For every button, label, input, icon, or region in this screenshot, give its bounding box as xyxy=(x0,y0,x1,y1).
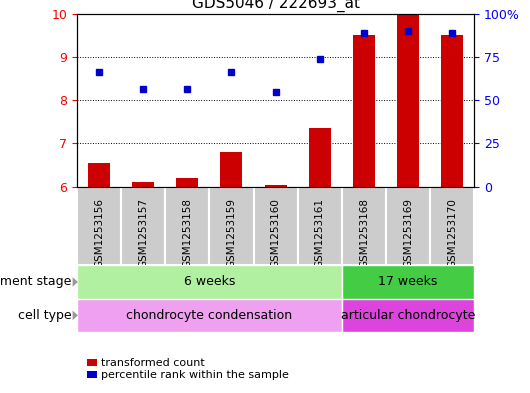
Text: GSM1253157: GSM1253157 xyxy=(138,198,148,268)
FancyBboxPatch shape xyxy=(77,265,342,299)
Text: GSM1253168: GSM1253168 xyxy=(359,198,369,268)
FancyBboxPatch shape xyxy=(77,187,121,265)
FancyBboxPatch shape xyxy=(209,187,253,265)
Text: GSM1253169: GSM1253169 xyxy=(403,198,413,268)
FancyBboxPatch shape xyxy=(298,187,342,265)
Text: GSM1253156: GSM1253156 xyxy=(94,198,104,268)
Bar xyxy=(308,128,331,187)
Bar xyxy=(176,178,198,187)
Bar xyxy=(220,152,243,187)
Text: GSM1253159: GSM1253159 xyxy=(226,198,236,268)
FancyBboxPatch shape xyxy=(121,187,165,265)
FancyBboxPatch shape xyxy=(165,187,209,265)
Text: GSM1253158: GSM1253158 xyxy=(182,198,192,268)
Text: 6 weeks: 6 weeks xyxy=(184,275,235,288)
Bar xyxy=(397,14,419,187)
Text: transformed count: transformed count xyxy=(101,358,205,368)
FancyBboxPatch shape xyxy=(430,187,474,265)
Bar xyxy=(132,182,154,187)
Bar xyxy=(264,184,287,187)
FancyBboxPatch shape xyxy=(342,299,474,332)
Text: 17 weeks: 17 weeks xyxy=(378,275,438,288)
Title: GDS5046 / 222693_at: GDS5046 / 222693_at xyxy=(192,0,359,13)
Bar xyxy=(441,35,463,187)
FancyBboxPatch shape xyxy=(253,187,298,265)
FancyBboxPatch shape xyxy=(77,299,342,332)
Text: GSM1253160: GSM1253160 xyxy=(271,198,280,268)
Text: chondrocyte condensation: chondrocyte condensation xyxy=(126,309,293,322)
Text: development stage: development stage xyxy=(0,275,72,288)
Text: cell type: cell type xyxy=(18,309,72,322)
Text: GSM1253161: GSM1253161 xyxy=(315,198,325,268)
FancyBboxPatch shape xyxy=(342,265,474,299)
FancyBboxPatch shape xyxy=(386,187,430,265)
Bar xyxy=(88,163,110,187)
Text: articular chondrocyte: articular chondrocyte xyxy=(341,309,475,322)
Text: GSM1253170: GSM1253170 xyxy=(447,198,457,268)
Text: percentile rank within the sample: percentile rank within the sample xyxy=(101,369,288,380)
Bar xyxy=(353,35,375,187)
FancyBboxPatch shape xyxy=(342,187,386,265)
